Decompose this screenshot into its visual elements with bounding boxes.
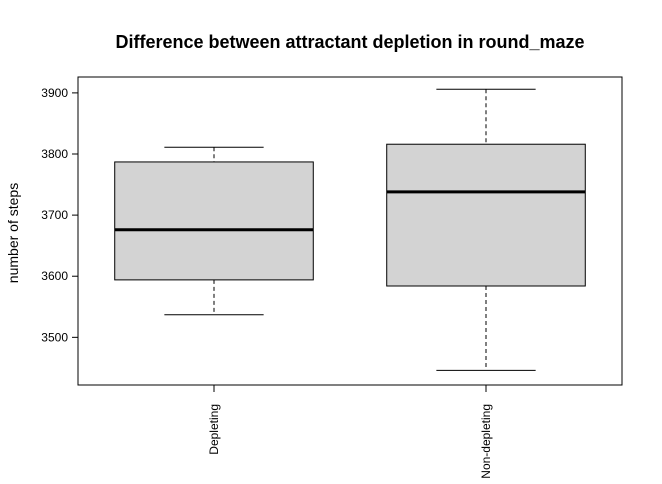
x-tick-label: Depleting: [207, 404, 221, 455]
box-group: [386, 88, 586, 371]
y-tick-label: 3500: [41, 330, 68, 344]
chart-title: Difference between attractant depletion …: [115, 32, 584, 52]
y-tick-label: 3900: [41, 86, 68, 100]
y-tick-label: 3800: [41, 147, 68, 161]
y-axis: 3500 3600 3700 3800 3900: [41, 86, 79, 344]
x-axis: Depleting Non-depleting: [207, 384, 493, 479]
y-axis-label: number of steps: [5, 183, 21, 283]
y-tick-label: 3600: [41, 269, 68, 283]
y-tick-label: 3700: [41, 208, 68, 222]
x-tick-label: Non-depleting: [479, 404, 493, 479]
box-series: [114, 88, 586, 371]
iqr-box: [114, 161, 314, 281]
iqr-box: [386, 143, 586, 287]
box-group: [114, 146, 314, 316]
